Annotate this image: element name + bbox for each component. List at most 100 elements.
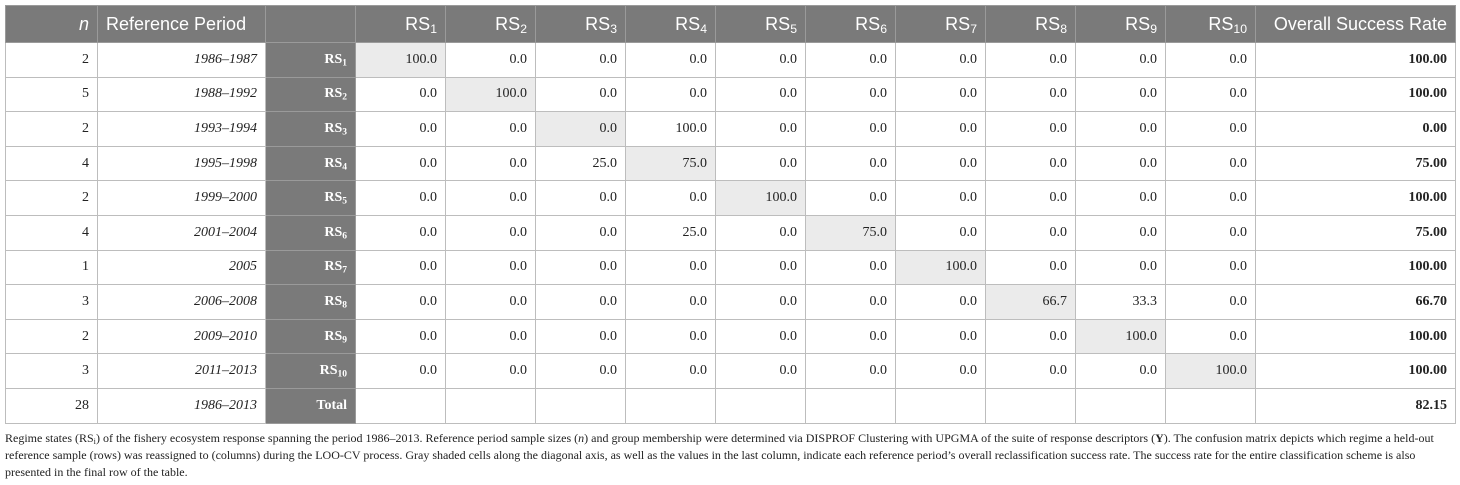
- cell-overall-success-rate: 100.00: [1255, 180, 1456, 216]
- rs-label-subscript: 10: [337, 369, 347, 380]
- cell-total-label: Total: [265, 387, 356, 424]
- cell-overall-success-rate: 75.00: [1255, 145, 1456, 182]
- cell-value: 100.0: [625, 111, 716, 147]
- cell-total-overall-success-rate: 82.15: [1255, 387, 1456, 424]
- cell-value: 0.0: [1075, 214, 1166, 251]
- cell-value: 0.0: [715, 284, 806, 320]
- cell-value: 25.0: [625, 214, 716, 251]
- cell-empty: [445, 387, 536, 424]
- cell-value: 0.0: [535, 249, 626, 286]
- rs-label-base: RS: [495, 13, 521, 34]
- cell-value: 0.0: [895, 214, 986, 251]
- header-row-label: [265, 5, 356, 43]
- header-reference-period: Reference Period: [97, 5, 266, 43]
- rs-label-subscript: 2: [342, 92, 347, 103]
- cell-value: 0.0: [445, 145, 536, 182]
- cell-n: 2: [5, 180, 98, 216]
- header-rs-6: RS6: [805, 5, 896, 43]
- table-row: 4 1995–1998 RS4 0.0 0.0 25.0 75.0 0.0 0.0 0.0 0.0 0…: [5, 145, 1456, 182]
- cell-value: 0.0: [895, 145, 986, 182]
- rs-label-subscript: 5: [342, 196, 347, 207]
- cell-value: 0.0: [985, 318, 1076, 355]
- rs-label-base: RS: [324, 259, 343, 275]
- header-rs-10: RS10: [1165, 5, 1256, 43]
- rs-label-subscript: 3: [342, 127, 347, 138]
- cell-value: 0.0: [445, 180, 536, 216]
- cell-value: 0.0: [715, 145, 806, 182]
- rs-label-subscript: 7: [970, 21, 977, 36]
- cell-value: 0.0: [535, 353, 626, 389]
- table-row: 3 2006–2008 RS8 0.0 0.0 0.0 0.0 0.0 0.0 0.0 66.7 33…: [5, 284, 1456, 320]
- cell-value: 0.0: [715, 76, 806, 113]
- cell-reference-period: 1995–1998: [97, 145, 266, 182]
- cell-value: 0.0: [895, 42, 986, 78]
- header-rs-4: RS4: [625, 5, 716, 43]
- rs-label-base: RS: [1035, 13, 1061, 34]
- confusion-matrix-container: n Reference Period RS1 RS2 RS3 RS4 RS5 RS6 RS7…: [5, 5, 1456, 424]
- cell-diagonal-value: 75.0: [805, 214, 896, 251]
- cell-value: 0.0: [1075, 76, 1166, 113]
- cell-value: 0.0: [625, 76, 716, 113]
- cell-reference-period: 2005: [97, 249, 266, 286]
- rs-label-subscript: 2: [520, 21, 527, 36]
- cell-total-period: 1986–2013: [97, 387, 266, 424]
- cell-value: 0.0: [625, 318, 716, 355]
- cell-value: 0.0: [625, 249, 716, 286]
- cell-value: 0.0: [355, 76, 446, 113]
- rs-label-base: RS: [324, 155, 343, 171]
- rs-label-subscript: 3: [610, 21, 617, 36]
- cell-row-label: RS7: [265, 249, 356, 286]
- cell-value: 33.3: [1075, 284, 1166, 320]
- cell-value: 0.0: [895, 353, 986, 389]
- cell-value: 0.0: [1075, 145, 1166, 182]
- cell-value: 0.0: [985, 42, 1076, 78]
- cell-overall-success-rate: 66.70: [1255, 284, 1456, 320]
- table-row: 4 2001–2004 RS6 0.0 0.0 0.0 25.0 0.0 75.0 0.0 0.0 0…: [5, 214, 1456, 251]
- cell-value: 0.0: [1075, 353, 1166, 389]
- header-rs-2: RS2: [445, 5, 536, 43]
- cell-value: 0.0: [445, 318, 536, 355]
- cell-value: 0.0: [805, 145, 896, 182]
- rs-label-subscript: 8: [342, 300, 347, 311]
- cell-value: 0.0: [805, 249, 896, 286]
- cell-overall-success-rate: 75.00: [1255, 214, 1456, 251]
- cell-value: 0.0: [445, 42, 536, 78]
- cell-value: 0.0: [805, 318, 896, 355]
- cell-value: 0.0: [1165, 249, 1256, 286]
- cell-value: 0.0: [355, 318, 446, 355]
- header-rs-3: RS3: [535, 5, 626, 43]
- caption-bold: Y: [1155, 431, 1164, 445]
- cell-value: 0.0: [355, 353, 446, 389]
- cell-row-label: RS6: [265, 214, 356, 251]
- rs-label-base: RS: [324, 328, 343, 344]
- cell-value: 0.0: [985, 180, 1076, 216]
- table-body: 2 1986–1987 RS1 100.0 0.0 0.0 0.0 0.0 0.0 0.0 0.0 0…: [5, 42, 1456, 424]
- cell-n: 2: [5, 42, 98, 78]
- cell-value: 0.0: [355, 214, 446, 251]
- cell-reference-period: 1986–1987: [97, 42, 266, 78]
- table-row: 2 1999–2000 RS5 0.0 0.0 0.0 0.0 100.0 0.0 0.0 0.0 0…: [5, 180, 1456, 216]
- cell-value: 0.0: [985, 145, 1076, 182]
- cell-value: 0.0: [895, 318, 986, 355]
- caption-subscript: i: [93, 437, 96, 447]
- rs-label-base: RS: [675, 13, 701, 34]
- cell-value: 0.0: [715, 111, 806, 147]
- cell-value: 0.0: [1075, 42, 1166, 78]
- cell-n: 1: [5, 249, 98, 286]
- cell-row-label: RS1: [265, 42, 356, 78]
- cell-empty: [805, 387, 896, 424]
- cell-value: 0.0: [535, 76, 626, 113]
- cell-value: 0.0: [805, 111, 896, 147]
- cell-overall-success-rate: 100.00: [1255, 318, 1456, 355]
- cell-row-label: RS9: [265, 318, 356, 355]
- cell-value: 0.0: [625, 284, 716, 320]
- cell-value: 0.0: [1165, 318, 1256, 355]
- cell-value: 0.0: [1165, 145, 1256, 182]
- rs-label-base: RS: [324, 51, 343, 67]
- cell-value: 0.0: [715, 249, 806, 286]
- cell-n: 2: [5, 318, 98, 355]
- rs-label-base: RS: [765, 13, 791, 34]
- rs-label-base: RS: [324, 224, 343, 240]
- rs-label-base: RS: [855, 13, 881, 34]
- cell-diagonal-value: 66.7: [985, 284, 1076, 320]
